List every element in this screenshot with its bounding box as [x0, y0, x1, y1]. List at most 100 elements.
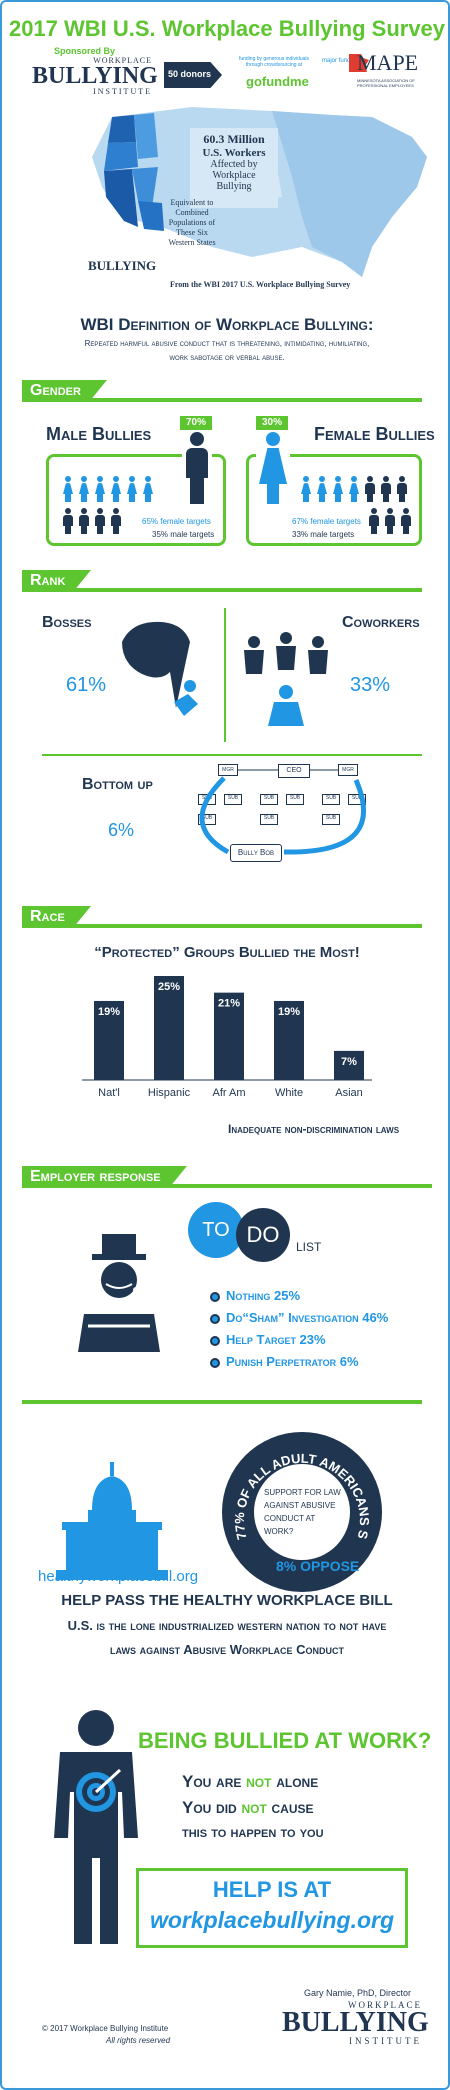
employer-section-tab: Employer response: [22, 1166, 187, 1188]
todo-item: Help Target 23%: [210, 1332, 326, 1347]
support-question: SUPPORT FOR LAW AGAINST ABUSIVE CONDUCT …: [264, 1486, 344, 1538]
sponsor-label: Sponsored By: [54, 46, 116, 56]
female-target-icon: [332, 476, 344, 502]
org-sub-box: SUB: [260, 814, 278, 825]
closing-line2: You did not cause: [182, 1798, 314, 1818]
help-site-link[interactable]: workplacebullying.org: [149, 1907, 395, 1933]
male-target-icons-top: [60, 476, 156, 507]
map-stat-line: Workplace: [212, 170, 256, 181]
map-stat-line: U.S. Workers: [202, 147, 266, 159]
todo-item-text: Help Target 23%: [226, 1332, 326, 1347]
help-label: HELP IS AT: [212, 1877, 332, 1902]
coworkers-label: Coworkers: [342, 614, 420, 631]
race-bar-chart: 19% Nat'l 25% Hispanic 21% Afr Am 19% White 7% As…: [82, 976, 372, 1099]
mape-text: MAPE: [357, 50, 419, 75]
main-title: 2017 WBI U.S. Workplace Bullying Survey: [8, 16, 446, 41]
map-logo-text: BULLYING: [88, 258, 157, 273]
closing-emphasis: not: [241, 1798, 267, 1817]
female-pct-badge: 30%: [256, 416, 288, 430]
category-label: Hispanic: [148, 1087, 191, 1099]
race-footer: Inadequate non-discrimination laws: [228, 1122, 400, 1136]
bill-line1: U.S. is the lone industrialized western …: [67, 1618, 387, 1633]
support-question-line: AGAINST ABUSIVE: [264, 1501, 336, 1510]
todo-item: Punish Perpetrator 6%: [210, 1354, 359, 1369]
oppose-label: 8% OPPOSE: [276, 1558, 360, 1574]
do-circle: DO: [236, 1208, 290, 1262]
org-sub-box: SUB: [198, 814, 216, 825]
closing-text: cause: [266, 1798, 314, 1817]
closing-emphasis: not: [246, 1772, 272, 1791]
female-female-targets: 67% female targets: [292, 517, 361, 526]
org-mgr-box: MGR: [218, 764, 238, 776]
map-stat-line: Bullying: [216, 181, 252, 192]
gofundme-logo: gofundme: [246, 74, 309, 89]
equiv-line: Populations of: [168, 218, 216, 227]
category-label: Nat'l: [98, 1087, 120, 1099]
logo-bottom-text: INSTITUTE: [93, 87, 152, 96]
bar-value-label: 25%: [158, 981, 180, 993]
category-label: Asian: [335, 1087, 363, 1099]
copyright: © 2017 Workplace Bullying Institute: [42, 2024, 169, 2033]
org-sub-box: SUB: [286, 794, 304, 805]
org-sub-box: SUB: [322, 794, 340, 805]
major-funder-label: major funder: [322, 58, 356, 64]
coworkers-group-icon: [244, 632, 328, 726]
map-logo: BULLYING: [88, 258, 158, 274]
bosses-pct: 61%: [66, 674, 107, 696]
male-target-icon: [364, 476, 376, 502]
director-name: Gary Namie, PhD, Director: [304, 1988, 412, 1998]
female-target-icon: [94, 476, 106, 502]
race-chart-title: “Protected” Groups Bullied the Most!: [94, 944, 360, 961]
female-target-icons-top: [298, 476, 410, 507]
bullet-icon: [210, 1291, 220, 1302]
male-female-targets: 65% female targets: [142, 517, 211, 526]
bar: [334, 1050, 364, 1080]
wbi-logo: WORKPLACE BULLYING INSTITUTE: [32, 56, 158, 96]
bullet-icon: [210, 1335, 220, 1346]
footer-logo-main: BULLYING: [282, 2007, 429, 2038]
bill-site[interactable]: healthyworkplacebill.org: [38, 1568, 199, 1585]
female-target-icon: [316, 476, 328, 502]
footer-logo-bottom: INSTITUTE: [349, 2036, 422, 2046]
bottom-up-pct: 6%: [108, 820, 135, 840]
map-stat-box: 60.3 Million U.S. Workers Affected by Wo…: [190, 128, 278, 208]
footer-logo-top: WORKPLACE: [348, 2000, 422, 2010]
org-ceo-box: CEO: [278, 764, 310, 778]
funding-text: funding by generous individuals through …: [238, 56, 310, 68]
bill-divider: [22, 1400, 422, 1404]
logo-top-text: WORKPLACE: [93, 56, 152, 65]
support-question-line: CONDUCT AT WORK?: [264, 1514, 316, 1536]
female-target-icon: [110, 476, 122, 502]
gender-section-tab: Gender: [22, 380, 107, 402]
female-target-icon: [300, 476, 312, 502]
footer-logo: WORKPLACE BULLYING INSTITUTE: [282, 2000, 429, 2046]
bully-bob-box: Bully Bob: [230, 844, 282, 862]
svg-text:77% OF ALL ADULT AMERICANS SUP: 77% OF ALL ADULT AMERICANS SUPPORT A LAW: [222, 1432, 372, 1541]
bullet-icon: [210, 1313, 220, 1324]
org-chart: MGR CEO MGR SUB SUB SUB SUB SUB SUB SUB …: [188, 764, 418, 870]
male-target-icon: [400, 508, 412, 534]
bosses-label: Bosses: [42, 614, 92, 631]
pointing-hand-icon: [122, 621, 198, 716]
male-target-icons-bottom: [60, 508, 124, 539]
rank-vertical-divider: [224, 608, 226, 742]
target-person-icon: [54, 1710, 138, 1944]
support-ring-text: 77% OF ALL ADULT AMERICANS SUPPORT A LAW: [222, 1432, 372, 1541]
equiv-line: Equivalent to: [170, 198, 214, 207]
bill-line2: laws against Abusive Workplace Conduct: [109, 1642, 344, 1657]
rank-divider: [22, 588, 422, 592]
org-mgr-box: MGR: [338, 764, 358, 776]
male-target-icon: [368, 508, 380, 534]
female-target-icons-bottom: [366, 508, 414, 539]
map-stat-value: 60.3 Million: [203, 132, 265, 146]
to-circle: TO: [188, 1202, 244, 1258]
help-box[interactable]: HELP IS AT workplacebullying.org: [136, 1868, 408, 1948]
donors-arrow: [164, 62, 222, 88]
support-pct-text: 77% OF ALL ADULT AMERICANS SUPPORT A LAW: [222, 1432, 372, 1541]
male-target-icon: [110, 508, 122, 534]
female-target-icon: [348, 476, 360, 502]
todo-item: Do“Sham” Investigation 46%: [210, 1310, 388, 1325]
female-bully-figure: [256, 430, 290, 510]
bar-value-label: 19%: [98, 1006, 120, 1018]
closing-text: You are: [182, 1772, 247, 1791]
